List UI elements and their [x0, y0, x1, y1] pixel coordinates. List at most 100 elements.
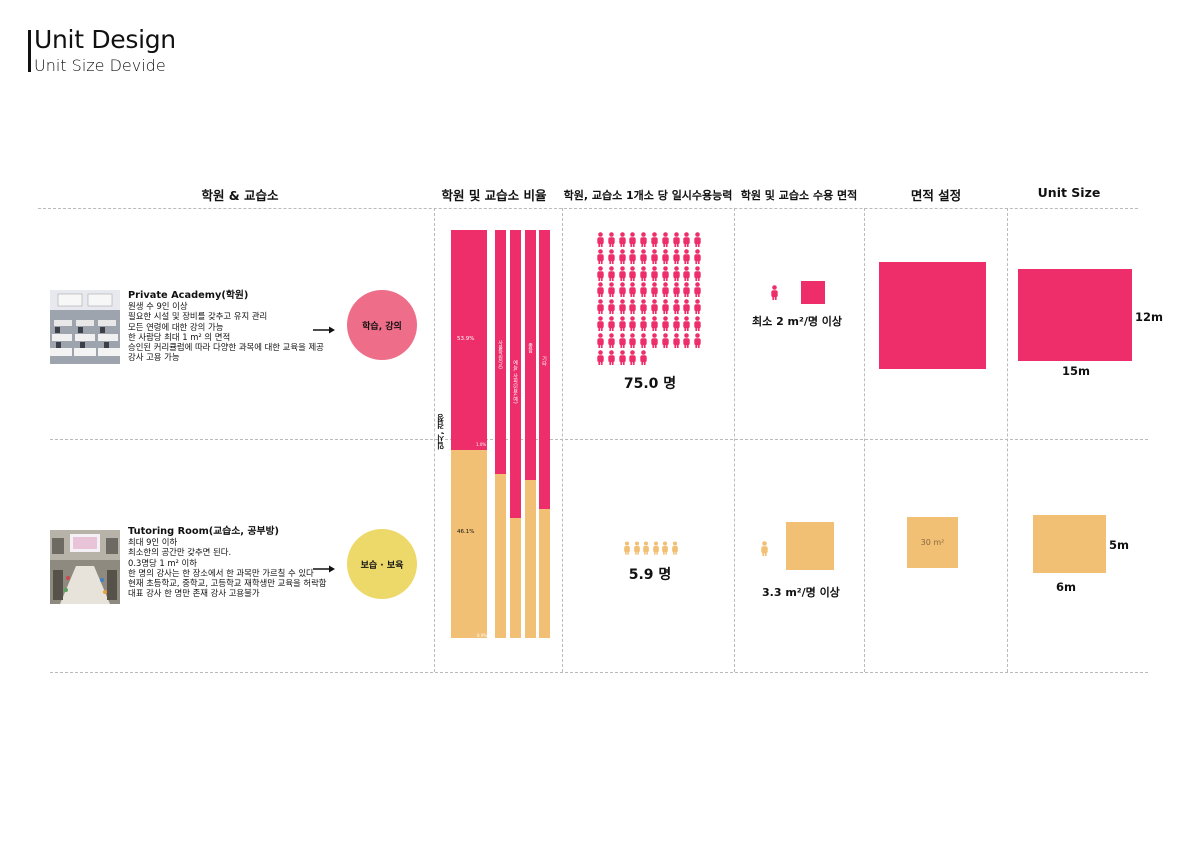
academy-line: 원생 수 9인 이상 [128, 301, 188, 312]
tutoring-category-circle: 보습 · 보육 [347, 529, 417, 599]
tutoring-people-grid [623, 540, 683, 556]
tutoring-line: 대표 강사 한 명만 존재 강사 고용불가 [128, 588, 260, 599]
academy-line: 한 사람당 최대 1 m² 의 면적 [128, 331, 231, 342]
person-icon [607, 282, 616, 301]
person-icon [650, 265, 659, 285]
academy-area-square [801, 281, 825, 304]
ratio-thin-bar-label: 기타 [541, 356, 547, 366]
ratio-thin-bar-label: 사물학원(교) [497, 340, 503, 369]
ratio-main-label: 입시, 검정 [436, 414, 445, 450]
ratio-thin-bar-orange [495, 474, 506, 638]
ratio-main-small-orange-label: 0.9% [477, 633, 488, 638]
arrow-right-icon [313, 320, 335, 334]
col-head-ratio: 학원 및 교습소 비율 [441, 188, 547, 203]
person-icon [672, 248, 681, 268]
person-icon [693, 282, 702, 301]
person-icon [672, 332, 681, 352]
col-head-academy: 학원 & 교습소 [201, 188, 279, 203]
col-head-capacity: 학원, 교습소 1개소 당 일시수용능력 [563, 189, 733, 202]
person-icon [607, 316, 616, 335]
person-icon [652, 540, 660, 559]
ratio-thin-bar-orange [510, 518, 521, 638]
tutoring-line: 한 명의 강사는 한 장소에서 한 과목만 가르칠 수 있다 [128, 567, 314, 578]
person-icon [661, 232, 670, 251]
divider-col-1 [434, 208, 435, 672]
ratio-thin-bar-orange [525, 480, 536, 638]
person-icon [628, 265, 637, 285]
academy-line: 강사 고용 가능 [128, 352, 180, 363]
ratio-thin-bar-orange [539, 509, 550, 638]
person-icon [682, 265, 691, 285]
person-icon [607, 232, 616, 251]
tutoring-photo [50, 530, 120, 604]
academy-title: Private Academy(학원) [128, 290, 249, 301]
ratio-main-pink-label: 53.9% [457, 336, 475, 342]
person-icon [682, 332, 691, 352]
person-icon [682, 232, 691, 251]
ratio-thin-bar-label: 예능, 사회(인문,예) [512, 360, 518, 404]
ratio-thin-bar-pink [510, 230, 521, 518]
academy-line: 승인된 커리큘럼에 따라 다양한 과목에 대한 교육을 제공 [128, 342, 324, 353]
person-icon [596, 282, 605, 301]
divider-col-5 [1007, 208, 1008, 672]
person-icon [596, 332, 605, 352]
tutoring-line: 현재 초등학교, 중학교, 고등학교 재학생만 교육을 허락함 [128, 578, 327, 589]
ratio-thin-bar-pink [539, 230, 550, 509]
tutoring-line: 0.3명당 1 m² 이하 [128, 557, 197, 568]
academy-line: 모든 연령에 대한 강의 가능 [128, 321, 224, 332]
tutoring-description: Tutoring Room(교습소, 공부방) 최대 9인 이하 최소한의 공간… [128, 526, 327, 599]
tutoring-unit-height: 5m [1109, 538, 1129, 552]
person-icon [650, 282, 659, 301]
person-icon [628, 299, 637, 318]
person-icon [628, 232, 637, 251]
ratio-thin-bar-label: 종합 [527, 343, 533, 353]
person-icon [639, 232, 648, 251]
tutoring-title: Tutoring Room(교습소, 공부방) [128, 526, 279, 537]
person-icon [639, 282, 648, 301]
person-icon [639, 332, 648, 352]
divider-col-3 [734, 208, 735, 672]
academy-area-setting-square [879, 262, 986, 369]
person-icon [607, 265, 616, 285]
tutoring-people-count: 5.9 명 [628, 567, 672, 583]
person-icon [618, 232, 627, 251]
tutoring-unit-rect [1033, 515, 1106, 573]
person-icon [693, 265, 702, 285]
person-icon [618, 316, 627, 335]
person-icon [607, 332, 616, 352]
academy-unit-width: 15m [1062, 364, 1090, 378]
person-icon [596, 316, 605, 335]
ratio-main-orange-label: 46.1% [457, 529, 475, 535]
person-icon [642, 540, 650, 559]
arrow-right-icon [313, 559, 335, 573]
tutoring-area-label: 3.3 m²/명 이상 [762, 586, 840, 599]
person-icon [607, 248, 616, 268]
tutoring-area-square [786, 522, 834, 570]
academy-line: 필요한 시설 및 장비를 갖추고 유지 관리 [128, 311, 268, 322]
col-head-area: 학원 및 교습소 수용 면적 [740, 189, 858, 202]
col-head-unit-size: Unit Size [1037, 185, 1101, 200]
academy-people-count: 75.0 명 [623, 376, 677, 392]
ratio-main-small-pink-label: 1.0% [476, 442, 487, 447]
person-icon [650, 232, 659, 251]
person-icon [661, 248, 670, 268]
person-icon [661, 540, 669, 559]
person-icon [672, 316, 681, 335]
person-icon [770, 285, 779, 304]
ratio-main-bar-orange [451, 450, 487, 638]
person-icon [618, 332, 627, 352]
person-icon [628, 282, 637, 301]
academy-unit-rect [1018, 269, 1132, 361]
tutoring-line: 최대 9인 이하 [128, 537, 178, 548]
person-icon [682, 299, 691, 318]
person-icon [672, 265, 681, 285]
person-icon [650, 248, 659, 268]
person-icon [639, 349, 648, 369]
person-icon [760, 541, 769, 560]
divider-bottom [50, 672, 1148, 673]
person-icon [682, 248, 691, 268]
person-icon [639, 316, 648, 335]
tutoring-area-setting-label: 30 m² [920, 538, 945, 547]
academy-area-label: 최소 2 m²/명 이상 [752, 315, 843, 328]
person-icon [623, 540, 631, 559]
